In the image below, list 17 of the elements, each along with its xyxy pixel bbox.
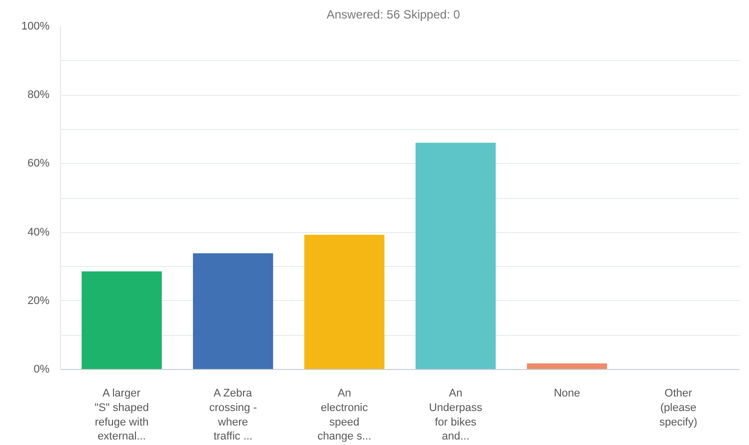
x-tick-label: A larger "S" shaped refuge with external...	[94, 388, 149, 443]
x-tick-label: An electronic speed change s...	[317, 388, 372, 443]
x-tick-label: None	[554, 388, 580, 400]
bar	[82, 271, 162, 370]
bar	[192, 253, 274, 370]
x-tick-label: Other (please specify)	[659, 388, 698, 428]
chart-title: Answered: 56 Skipped: 0	[326, 8, 460, 22]
y-tick-label: 100%	[21, 20, 50, 32]
x-tick-label: A Zebra crossing - where traffic ...	[209, 388, 258, 443]
y-tick-label: 20%	[27, 294, 50, 307]
bar	[304, 234, 384, 370]
y-tick-label: 60%	[27, 158, 50, 170]
y-tick-label: 40%	[27, 226, 50, 238]
bar	[416, 142, 496, 370]
y-tick-label: 80%	[27, 89, 50, 102]
x-tick-label: An Underpass for bikes and...	[429, 388, 483, 443]
y-tick-label: 0%	[34, 364, 50, 376]
